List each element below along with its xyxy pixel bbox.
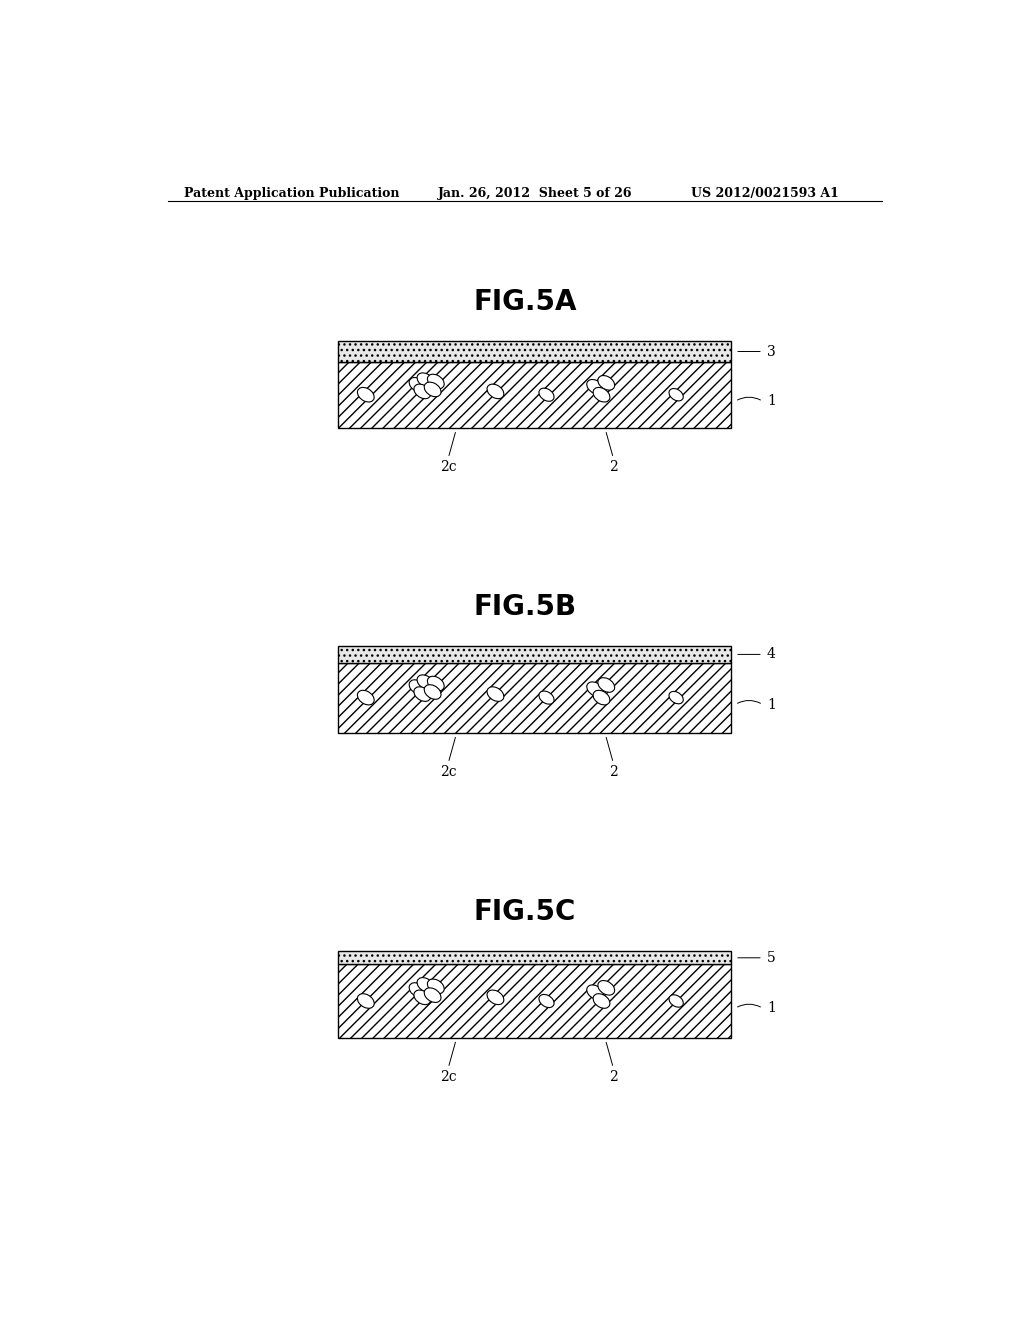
Ellipse shape [598, 375, 614, 391]
Text: 2: 2 [609, 766, 617, 779]
Text: 2: 2 [609, 1071, 617, 1084]
Text: 2c: 2c [440, 766, 457, 779]
Ellipse shape [410, 378, 426, 392]
Ellipse shape [417, 675, 434, 689]
Ellipse shape [539, 692, 554, 704]
Ellipse shape [427, 676, 444, 690]
Ellipse shape [539, 994, 554, 1007]
Ellipse shape [427, 374, 444, 389]
Text: FIG.5B: FIG.5B [473, 593, 577, 620]
Ellipse shape [587, 682, 603, 697]
Text: 5: 5 [767, 950, 775, 965]
Ellipse shape [414, 990, 431, 1005]
Ellipse shape [487, 990, 504, 1005]
Text: US 2012/0021593 A1: US 2012/0021593 A1 [691, 187, 840, 199]
Ellipse shape [414, 384, 431, 399]
Ellipse shape [357, 690, 374, 705]
Text: FIG.5C: FIG.5C [474, 898, 575, 925]
Text: 1: 1 [767, 697, 776, 711]
Ellipse shape [424, 381, 441, 397]
Text: Patent Application Publication: Patent Application Publication [183, 187, 399, 199]
Text: 1: 1 [767, 1002, 776, 1015]
Text: 2c: 2c [440, 461, 457, 474]
Text: 2: 2 [609, 461, 617, 474]
Text: Jan. 26, 2012  Sheet 5 of 26: Jan. 26, 2012 Sheet 5 of 26 [437, 187, 632, 199]
Ellipse shape [424, 685, 441, 700]
Ellipse shape [417, 978, 434, 993]
Ellipse shape [414, 686, 431, 701]
Bar [338, 965, 731, 1038]
Text: 2c: 2c [440, 1071, 457, 1084]
Ellipse shape [587, 985, 603, 999]
Ellipse shape [598, 677, 614, 692]
Bar [338, 952, 731, 965]
Ellipse shape [410, 680, 426, 694]
Ellipse shape [593, 388, 610, 403]
Ellipse shape [587, 379, 603, 395]
Bar [338, 362, 731, 428]
Ellipse shape [487, 686, 504, 701]
Text: 4: 4 [767, 647, 776, 661]
Ellipse shape [669, 388, 683, 401]
Ellipse shape [487, 384, 504, 399]
Ellipse shape [357, 388, 374, 403]
Text: 3: 3 [767, 345, 775, 359]
Text: 1: 1 [767, 395, 776, 408]
Ellipse shape [357, 994, 374, 1008]
Bar [338, 647, 731, 663]
Ellipse shape [539, 388, 554, 401]
Ellipse shape [424, 987, 441, 1002]
Ellipse shape [593, 994, 610, 1008]
Bar [338, 342, 731, 362]
Bar [338, 663, 731, 733]
Ellipse shape [669, 995, 683, 1007]
Ellipse shape [598, 981, 614, 995]
Ellipse shape [410, 982, 426, 998]
Ellipse shape [669, 692, 683, 704]
Ellipse shape [417, 372, 434, 388]
Ellipse shape [593, 690, 610, 705]
Ellipse shape [427, 979, 444, 994]
Text: FIG.5A: FIG.5A [473, 288, 577, 315]
